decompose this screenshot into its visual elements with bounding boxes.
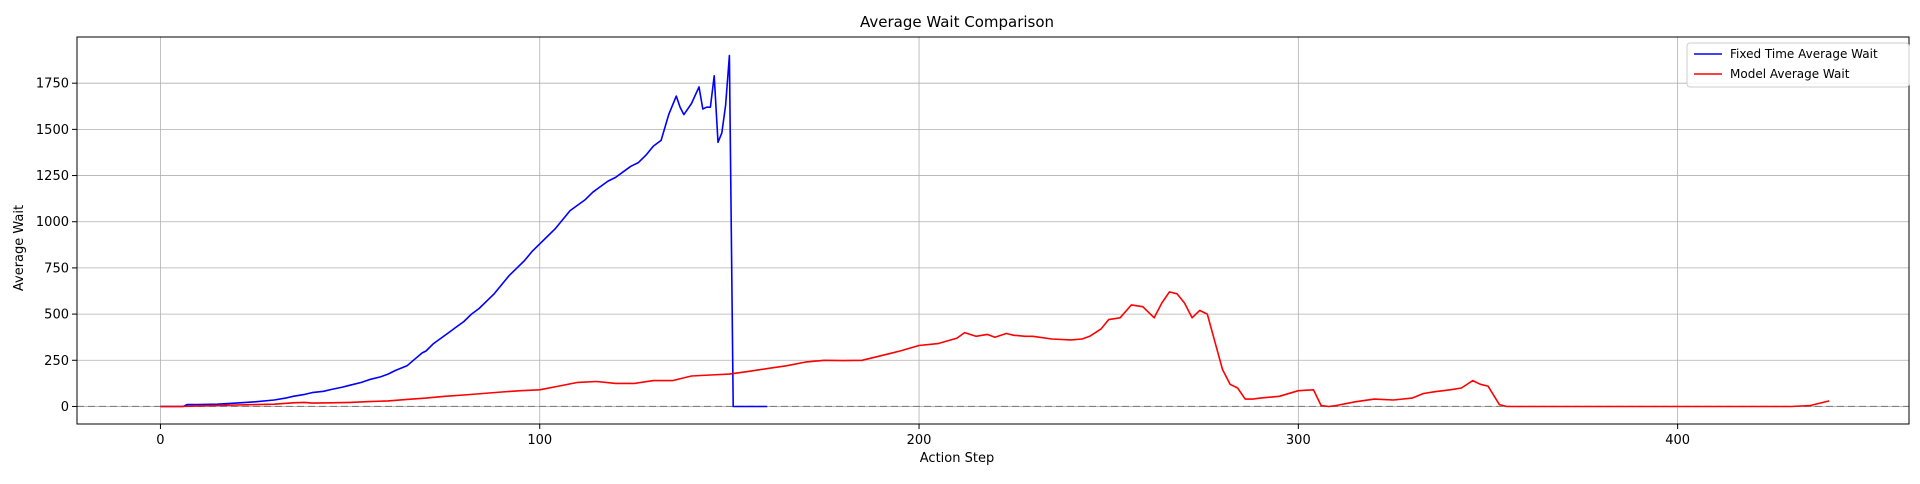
chart-title: Average Wait Comparison xyxy=(860,13,1054,31)
y-tick-label: 1250 xyxy=(36,169,69,184)
y-tick-label: 1000 xyxy=(36,215,69,230)
legend-label-model: Model Average Wait xyxy=(1730,67,1850,81)
tick-layer: 0 100 200 300 400 0 250 500 750 1000 1250 1500 1750 xyxy=(36,77,1690,448)
legend-label-fixed-time: Fixed Time Average Wait xyxy=(1730,47,1878,61)
x-tick-label: 300 xyxy=(1286,433,1311,448)
x-axis-label: Action Step xyxy=(920,451,994,466)
y-tick-label: 1500 xyxy=(36,123,69,138)
plot-frame xyxy=(76,36,1910,425)
legend: Fixed Time Average Wait Model Average Wa… xyxy=(1686,42,1910,88)
y-tick-label: 1750 xyxy=(36,77,69,92)
x-tick-label: 400 xyxy=(1665,433,1690,448)
x-tick-label: 100 xyxy=(527,433,552,448)
y-axis-label: Average Wait xyxy=(12,205,27,291)
y-tick-label: 0 xyxy=(61,400,69,415)
y-tick-label: 500 xyxy=(44,308,69,323)
fixed-time-average-wait-line xyxy=(160,54,768,408)
x-tick-label: 0 xyxy=(156,433,164,448)
y-tick-label: 750 xyxy=(44,261,69,276)
legend-box xyxy=(1686,42,1910,88)
y-tick-label: 250 xyxy=(44,354,69,369)
x-tick-label: 200 xyxy=(907,433,932,448)
model-average-wait-line xyxy=(160,291,1830,408)
series-layer xyxy=(160,54,1830,408)
